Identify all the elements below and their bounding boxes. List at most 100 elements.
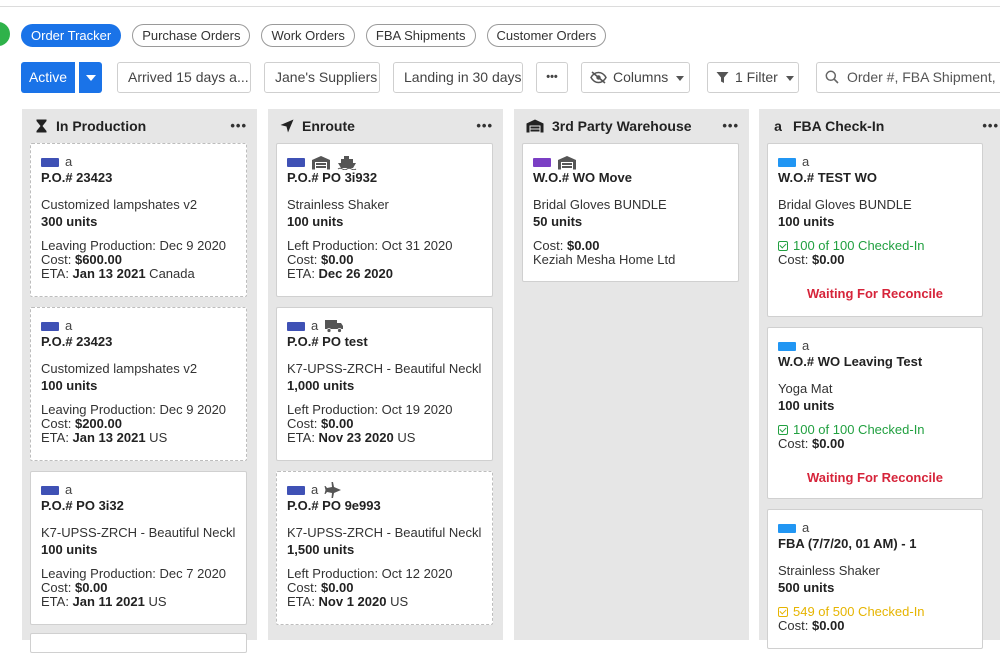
product-name: Yoga Mat [778, 382, 833, 396]
order-card[interactable]: a W.O.# WO Leaving Test Yoga Mat 100 uni… [767, 327, 983, 499]
arrived-filter-chip[interactable]: Arrived 15 days a... [117, 62, 251, 93]
po-flag-icon [287, 485, 305, 495]
units: 100 units [41, 379, 98, 393]
info-value: Oct 31 2020 [381, 239, 453, 253]
navigation-arrow-icon [280, 119, 294, 133]
eta-label: ETA: [287, 267, 319, 281]
cost-label: Cost: [778, 253, 812, 267]
fba-flag-icon [778, 523, 796, 533]
order-ref: W.O.# TEST WO [778, 171, 877, 185]
product-name: Strainless Shaker [287, 198, 389, 212]
order-card[interactable]: a P.O.# PO 3i32 K7-UPSS-ZRCH - Beautiful… [30, 471, 247, 625]
po-flag-icon [287, 157, 305, 167]
warehouse-icon [558, 155, 576, 169]
column-title: Enroute [302, 117, 355, 134]
amazon-icon: a [65, 318, 73, 333]
column-header: Enroute ••• [268, 109, 503, 142]
amazon-icon: a [65, 154, 73, 169]
active-status-button[interactable]: Active [21, 62, 75, 93]
column-menu-button[interactable]: ••• [230, 118, 247, 133]
info-label: Left Production: [287, 239, 382, 253]
amazon-icon: a [65, 482, 73, 497]
info-value: Dec 9 2020 [159, 403, 227, 417]
fba-flag-icon [778, 341, 796, 351]
truck-icon [325, 320, 344, 333]
cost-label: Cost: [41, 581, 75, 595]
airplane-icon [324, 482, 342, 498]
order-card[interactable]: a P.O.# PO test K7-UPSS-ZRCH - Beautiful… [276, 307, 493, 461]
info-label: Leaving Production: [41, 567, 160, 581]
landing-filter-chip[interactable]: Landing in 30 days [393, 62, 523, 93]
tab-fba-shipments[interactable]: FBA Shipments [365, 24, 476, 47]
column-menu-button[interactable]: ••• [982, 118, 999, 133]
warehouse-icon [526, 119, 544, 133]
status-label: Waiting For Reconcile [806, 287, 944, 301]
search-box[interactable]: Order #, FBA Shipment, Pro [816, 62, 1000, 93]
po-flag-icon [287, 321, 305, 331]
info-value: Dec 9 2020 [159, 239, 227, 253]
order-ref: W.O.# WO Leaving Test [778, 355, 923, 369]
order-card[interactable]: P.O.# PO 3i932 Strainless Shaker 100 uni… [276, 143, 493, 297]
active-status-dropdown[interactable] [79, 62, 102, 93]
eta-value: Dec 26 2020 [318, 267, 393, 281]
cost-value: $0.00 [811, 253, 845, 267]
filter-label: 1 Filter [735, 69, 778, 85]
eta-value: Jan 13 2021 [72, 431, 146, 445]
column-3rd-party-warehouse: 3rd Party Warehouse ••• W.O.# WO Move Br… [514, 109, 749, 640]
cost-value: $200.00 [74, 417, 122, 431]
column-menu-button[interactable]: ••• [722, 118, 739, 133]
product-name: Bridal Gloves BUNDLE [533, 198, 667, 212]
product-name: K7-UPSS-ZRCH - Beautiful Neckl... [287, 362, 482, 376]
cost-label: Cost: [41, 417, 75, 431]
column-title: FBA Check-In [793, 117, 885, 134]
amazon-icon: a [774, 117, 782, 134]
filter-button[interactable]: 1 Filter [707, 62, 799, 93]
info-value: Oct 12 2020 [381, 567, 453, 581]
product-name: K7-UPSS-ZRCH - Beautiful Neckl... [41, 526, 236, 540]
amazon-icon: a [311, 318, 319, 333]
units: 100 units [287, 215, 344, 229]
add-order-button[interactable] [0, 22, 10, 46]
info-value: Dec 7 2020 [159, 567, 227, 581]
column-enroute: Enroute ••• P.O.# PO 3i932 Strainless Sh… [268, 109, 503, 640]
eta-label: ETA: [41, 267, 73, 281]
checked-in-count: 100 of 100 Checked-In [793, 239, 925, 253]
cost-label: Cost: [287, 253, 321, 267]
search-input[interactable]: Order #, FBA Shipment, Pro [847, 69, 1000, 85]
order-card[interactable]: a W.O.# TEST WO Bridal Gloves BUNDLE 100… [767, 143, 983, 317]
order-card[interactable]: a P.O.# 23423 Customized lampshates v2 3… [30, 143, 247, 297]
column-menu-button[interactable]: ••• [476, 118, 493, 133]
units: 1,500 units [287, 543, 355, 557]
eta-value: Nov 23 2020 [318, 431, 394, 445]
order-card[interactable] [30, 633, 247, 653]
units: 100 units [41, 543, 98, 557]
po-flag-icon [41, 321, 59, 331]
fba-flag-icon [778, 157, 796, 167]
suppliers-filter-chip[interactable]: Jane's Suppliers [264, 62, 380, 93]
order-card[interactable]: a P.O.# 23423 Customized lampshates v2 1… [30, 307, 247, 461]
amazon-icon: a [802, 338, 810, 353]
tab-order-tracker[interactable]: Order Tracker [21, 24, 122, 47]
column-header: 3rd Party Warehouse ••• [514, 109, 749, 142]
order-ref: P.O.# PO 3i932 [287, 171, 378, 185]
columns-button[interactable]: Columns [581, 62, 690, 93]
tab-work-orders[interactable]: Work Orders [261, 24, 355, 47]
checkbox-icon [778, 607, 788, 617]
more-filters-button[interactable]: ••• [536, 62, 568, 93]
order-card[interactable]: W.O.# WO Move Bridal Gloves BUNDLE 50 un… [522, 143, 739, 282]
order-card[interactable]: a FBA (7/7/20, 01 AM) - 1 Strainless Sha… [767, 509, 983, 649]
product-name: Bridal Gloves BUNDLE [778, 198, 912, 212]
status-label: Waiting For Reconcile [806, 471, 944, 485]
order-card[interactable]: a P.O.# PO 9e993 K7-UPSS-ZRCH - Beautifu… [276, 471, 493, 625]
column-title: 3rd Party Warehouse [552, 117, 692, 134]
eta-destination: Canada [145, 267, 195, 281]
tab-purchase-orders[interactable]: Purchase Orders [132, 24, 251, 47]
order-ref: P.O.# PO 9e993 [287, 499, 381, 513]
cost-value: $0.00 [320, 417, 354, 431]
tab-customer-orders[interactable]: Customer Orders [486, 24, 607, 47]
eta-destination: US [144, 595, 167, 609]
cost-value: $0.00 [811, 437, 845, 451]
eta-destination: US [393, 431, 416, 445]
amazon-icon: a [802, 520, 810, 535]
cost-value: $0.00 [566, 239, 600, 253]
